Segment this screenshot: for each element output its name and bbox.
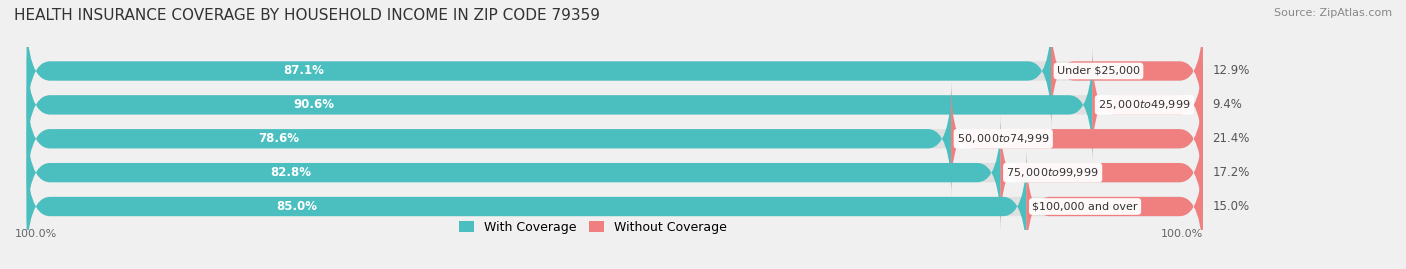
Text: Source: ZipAtlas.com: Source: ZipAtlas.com xyxy=(1274,8,1392,18)
FancyBboxPatch shape xyxy=(27,81,1204,197)
Text: $100,000 and over: $100,000 and over xyxy=(1032,201,1137,211)
FancyBboxPatch shape xyxy=(27,148,1204,265)
FancyBboxPatch shape xyxy=(27,148,1026,265)
Text: Under $25,000: Under $25,000 xyxy=(1057,66,1140,76)
FancyBboxPatch shape xyxy=(27,13,1052,129)
Text: HEALTH INSURANCE COVERAGE BY HOUSEHOLD INCOME IN ZIP CODE 79359: HEALTH INSURANCE COVERAGE BY HOUSEHOLD I… xyxy=(14,8,600,23)
Legend: With Coverage, Without Coverage: With Coverage, Without Coverage xyxy=(454,216,733,239)
Text: 82.8%: 82.8% xyxy=(270,166,311,179)
Text: 90.6%: 90.6% xyxy=(292,98,335,111)
Text: 12.9%: 12.9% xyxy=(1212,65,1250,77)
Text: 15.0%: 15.0% xyxy=(1212,200,1250,213)
Text: 85.0%: 85.0% xyxy=(277,200,318,213)
Text: 78.6%: 78.6% xyxy=(257,132,299,145)
Text: $50,000 to $74,999: $50,000 to $74,999 xyxy=(957,132,1049,145)
FancyBboxPatch shape xyxy=(1052,13,1204,129)
FancyBboxPatch shape xyxy=(27,13,1204,129)
FancyBboxPatch shape xyxy=(27,81,952,197)
Text: 17.2%: 17.2% xyxy=(1212,166,1250,179)
Text: 87.1%: 87.1% xyxy=(283,65,323,77)
Text: $75,000 to $99,999: $75,000 to $99,999 xyxy=(1007,166,1099,179)
FancyBboxPatch shape xyxy=(1026,148,1204,265)
FancyBboxPatch shape xyxy=(27,47,1092,163)
FancyBboxPatch shape xyxy=(1092,47,1204,163)
FancyBboxPatch shape xyxy=(27,47,1204,163)
FancyBboxPatch shape xyxy=(950,81,1204,197)
Text: 21.4%: 21.4% xyxy=(1212,132,1250,145)
FancyBboxPatch shape xyxy=(1001,115,1204,231)
FancyBboxPatch shape xyxy=(27,115,1204,231)
FancyBboxPatch shape xyxy=(27,115,1001,231)
Text: $25,000 to $49,999: $25,000 to $49,999 xyxy=(1098,98,1191,111)
Text: 100.0%: 100.0% xyxy=(15,229,58,239)
Text: 100.0%: 100.0% xyxy=(1160,229,1202,239)
Text: 9.4%: 9.4% xyxy=(1212,98,1241,111)
